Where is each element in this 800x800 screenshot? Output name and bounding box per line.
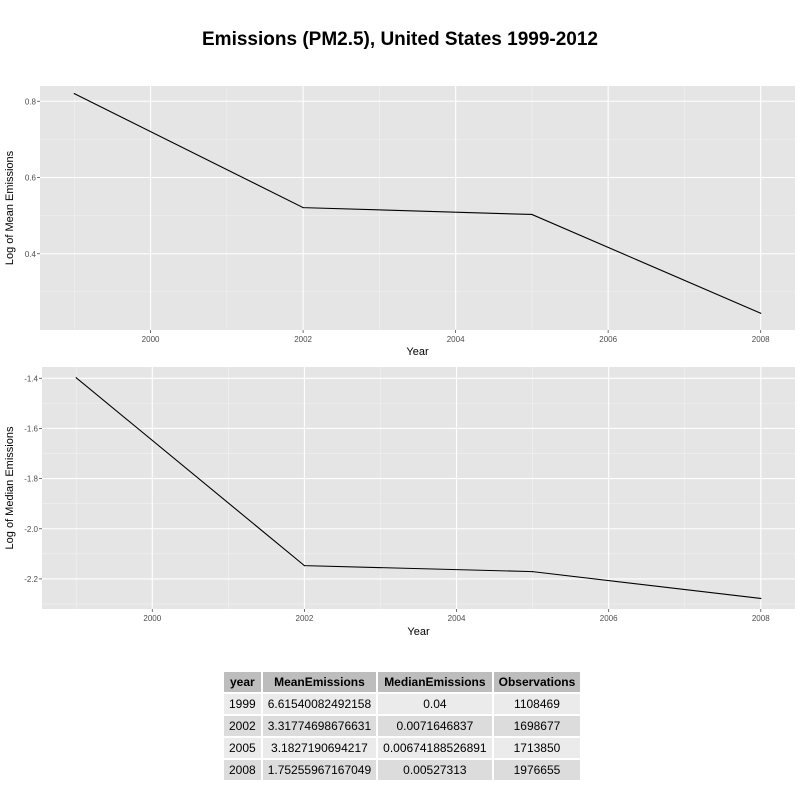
series-line	[75, 377, 761, 600]
x-tick-label: 2002	[294, 335, 312, 344]
table-cell-median: 0.00674188526891	[378, 738, 492, 758]
table-cell-mean: 1.75255967167049	[262, 760, 377, 780]
table-cell-year: 2002	[224, 716, 261, 736]
x-tick-label: 2006	[599, 335, 617, 344]
table-header-row: year MeanEmissions MedianEmissions Obser…	[224, 672, 581, 692]
data-point	[531, 571, 534, 573]
table-cell-mean: 6.61540082492158	[262, 694, 377, 714]
series-line	[74, 93, 761, 314]
table-header-observations: Observations	[493, 672, 581, 692]
chart-title: Emissions (PM2.5), United States 1999-20…	[202, 29, 598, 50]
mean-emissions-chart: 2000 2002 2004 2006 2008 0.4 0.6 0.8 Year Log of …	[4, 86, 795, 358]
data-point	[302, 207, 304, 209]
x-tick-label: 2004	[448, 614, 466, 623]
panel-background	[40, 86, 795, 330]
x-tick-label: 2000	[143, 614, 161, 623]
y-axis-title: Log of Median Emissions	[4, 426, 16, 549]
x-tick-label: 2006	[600, 614, 618, 623]
x-tick-label: 2000	[142, 335, 160, 344]
y-tick-label: -1.4	[24, 374, 38, 383]
table-cell-observations: 1108469	[493, 694, 581, 714]
table-header-mean: MeanEmissions	[262, 672, 377, 692]
table-cell-median: 0.00527313	[378, 760, 492, 780]
y-tick-label: -2.2	[24, 575, 38, 584]
table-cell-year: 1999	[224, 694, 261, 714]
table-row: 2008 1.75255967167049 0.00527313 1976655	[224, 760, 581, 780]
table-cell-observations: 1713850	[493, 738, 581, 758]
data-point	[75, 377, 77, 379]
x-axis-title: Year	[407, 626, 430, 638]
table-row: 2002 3.31774698676631 0.0071646837 16986…	[224, 716, 581, 736]
table-cell-year: 2005	[224, 738, 261, 758]
table-cell-observations: 1976655	[493, 760, 581, 780]
x-tick-label: 2008	[752, 614, 770, 623]
x-tick-label: 2004	[447, 335, 465, 344]
data-point	[760, 597, 762, 600]
x-tick-label: 2008	[752, 335, 770, 344]
table-cell-observations: 1698677	[493, 716, 581, 736]
data-point	[303, 565, 306, 567]
table-cell-mean: 3.31774698676631	[262, 716, 377, 736]
table-cell-median: 0.0071646837	[378, 716, 492, 736]
table-row: 1999 6.61540082492158 0.04 1108469	[224, 694, 581, 714]
y-tick-label: -1.6	[24, 424, 38, 433]
y-tick-label: -2.0	[24, 525, 38, 534]
table-header-median: MedianEmissions	[378, 672, 492, 692]
table-row: 2005 3.1827190694217 0.00674188526891 17…	[224, 738, 581, 758]
y-axis-title: Log of Mean Emissions	[4, 150, 16, 265]
table-cell-mean: 3.1827190694217	[262, 738, 377, 758]
y-tick-label: 0.6	[25, 174, 37, 183]
table-header-year: year	[224, 672, 261, 692]
median-emissions-chart: 2000 2002 2004 2006 2008 -2.2 -2.0 -1.8 -1.6 -1.4…	[4, 367, 795, 638]
table-cell-median: 0.04	[378, 694, 492, 714]
data-point	[531, 213, 533, 216]
y-tick-label: 0.4	[25, 250, 37, 259]
y-tick-label: 0.8	[25, 97, 37, 106]
y-tick-label: -1.8	[24, 475, 38, 484]
x-axis-title: Year	[406, 346, 429, 358]
data-point	[73, 93, 75, 95]
data-point	[760, 312, 762, 314]
table-cell-year: 2008	[224, 760, 261, 780]
emissions-summary-table: year MeanEmissions MedianEmissions Obser…	[222, 670, 582, 782]
x-tick-label: 2002	[296, 614, 314, 623]
